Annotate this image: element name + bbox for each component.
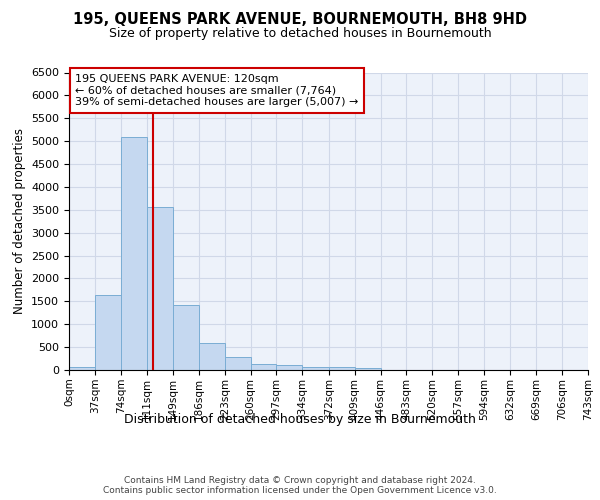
Bar — [277, 365, 302, 370]
Bar — [69, 366, 95, 370]
Bar — [225, 356, 251, 370]
Bar — [121, 138, 146, 370]
Y-axis label: Number of detached properties: Number of detached properties — [13, 128, 26, 314]
Text: Distribution of detached houses by size in Bournemouth: Distribution of detached houses by size … — [124, 412, 476, 426]
Bar — [199, 343, 225, 370]
Bar — [329, 368, 355, 370]
Bar — [146, 206, 173, 370]
Text: Contains HM Land Registry data © Crown copyright and database right 2024.
Contai: Contains HM Land Registry data © Crown c… — [103, 476, 497, 495]
Bar — [302, 366, 329, 370]
Text: Size of property relative to detached houses in Bournemouth: Size of property relative to detached ho… — [109, 28, 491, 40]
Bar — [251, 364, 277, 370]
Bar — [95, 295, 121, 370]
Text: 195 QUEENS PARK AVENUE: 120sqm
← 60% of detached houses are smaller (7,764)
39% : 195 QUEENS PARK AVENUE: 120sqm ← 60% of … — [75, 74, 359, 107]
Bar — [355, 368, 380, 370]
Bar — [173, 306, 199, 370]
Text: 195, QUEENS PARK AVENUE, BOURNEMOUTH, BH8 9HD: 195, QUEENS PARK AVENUE, BOURNEMOUTH, BH… — [73, 12, 527, 28]
